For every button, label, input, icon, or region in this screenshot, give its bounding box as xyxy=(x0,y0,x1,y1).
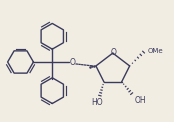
Text: OH: OH xyxy=(135,96,146,105)
Text: O: O xyxy=(111,48,117,57)
Text: OMe: OMe xyxy=(148,48,163,54)
Text: HO: HO xyxy=(91,98,103,107)
Text: O: O xyxy=(69,58,75,67)
